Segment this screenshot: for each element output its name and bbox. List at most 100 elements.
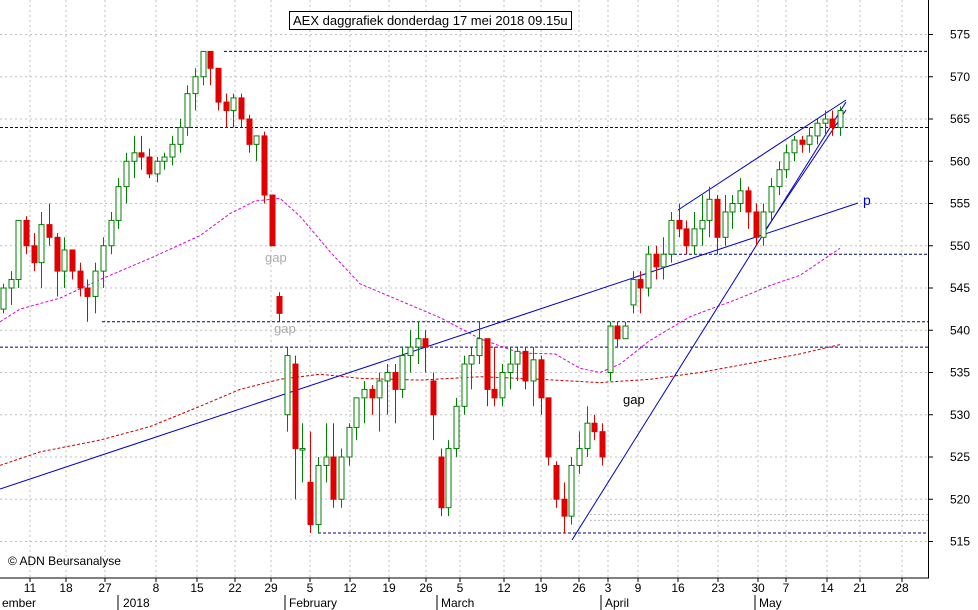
candle <box>438 448 445 517</box>
candle <box>768 178 775 221</box>
candle-body <box>177 126 184 145</box>
candle-body <box>161 156 168 162</box>
candle-body <box>54 236 61 272</box>
candle-body <box>215 67 222 103</box>
annotation-gap-2: gap <box>274 321 296 336</box>
candle <box>376 372 383 432</box>
candle-body <box>691 228 698 247</box>
candle-body <box>353 397 360 428</box>
candle-body <box>31 245 38 264</box>
candle <box>276 292 283 322</box>
candle-body <box>369 388 376 399</box>
candle-body <box>292 363 299 450</box>
candle-body <box>422 338 429 348</box>
candle-body <box>438 456 445 509</box>
moving-average-line <box>0 344 841 466</box>
candle-body <box>514 350 521 365</box>
x-tick-label: 30 <box>751 581 765 595</box>
candle <box>346 423 353 466</box>
candle <box>714 195 721 255</box>
candle <box>645 245 652 297</box>
candle <box>23 216 30 255</box>
y-tick-label: 555 <box>950 197 970 211</box>
x-tick-label: 18 <box>59 581 73 595</box>
y-tick-label: 535 <box>950 366 970 380</box>
candle <box>545 397 552 466</box>
x-tick-label: 21 <box>853 581 867 595</box>
candle <box>499 364 506 407</box>
candle-body <box>806 135 813 145</box>
candle <box>553 461 560 508</box>
candle <box>292 355 299 500</box>
candle-body <box>338 456 345 500</box>
candle-body <box>146 156 153 175</box>
candle <box>146 148 153 179</box>
moving-averages <box>0 197 841 466</box>
candle-body <box>246 118 253 145</box>
candle <box>722 195 729 246</box>
candle <box>92 262 99 314</box>
candle <box>776 161 783 196</box>
candle <box>422 330 429 373</box>
candle-body <box>461 363 468 407</box>
candle <box>192 68 199 111</box>
candle <box>84 279 91 322</box>
trend-line <box>761 109 847 236</box>
x-tick-label: 14 <box>820 581 834 595</box>
candle <box>338 448 345 508</box>
candle <box>115 178 122 229</box>
candle-body <box>307 481 314 526</box>
candle-body <box>415 338 422 348</box>
candle <box>737 178 744 212</box>
candle <box>468 347 475 390</box>
candle <box>238 93 245 128</box>
x-tick-label: 22 <box>228 581 242 595</box>
candle <box>476 321 483 365</box>
x-tick-label: 16 <box>671 581 685 595</box>
candle <box>0 283 7 314</box>
candle <box>507 347 514 390</box>
x-tick-label: 26 <box>419 581 433 595</box>
candle-body <box>376 380 383 399</box>
candle <box>315 457 322 534</box>
candle <box>568 457 575 525</box>
candle-body <box>722 211 729 238</box>
candle <box>607 321 614 381</box>
candle <box>806 127 813 153</box>
y-tick-label: 565 <box>950 112 970 126</box>
candle <box>445 440 452 517</box>
candle <box>100 237 107 288</box>
candle-body <box>38 224 45 264</box>
candle-body <box>131 152 138 162</box>
candle-body <box>108 219 115 247</box>
candle-body <box>200 50 207 78</box>
x-month-label: March <box>441 596 474 610</box>
candle-body <box>330 456 337 500</box>
candle-body <box>468 355 475 365</box>
candle-body <box>253 135 260 145</box>
annotation-p: p <box>863 192 871 208</box>
candle <box>31 233 38 272</box>
candle-body <box>476 338 483 357</box>
candle <box>814 119 821 145</box>
x-tick-label: 15 <box>190 581 204 595</box>
candle <box>223 93 230 128</box>
candle <box>207 50 214 86</box>
candle <box>69 249 76 280</box>
candle-body <box>61 249 68 272</box>
candle <box>384 364 391 415</box>
candle <box>177 119 184 153</box>
x-tick-label: 5 <box>307 581 314 595</box>
candle <box>660 237 667 280</box>
candle-body <box>192 76 199 95</box>
y-tick-label: 540 <box>950 323 970 337</box>
candle-body <box>407 346 414 357</box>
candle-body <box>706 198 713 221</box>
candle <box>522 347 529 390</box>
y-tick-label: 560 <box>950 154 970 168</box>
candle-body <box>699 219 706 230</box>
x-month-label: February <box>289 596 337 610</box>
candle-body <box>261 135 268 196</box>
candle <box>54 233 61 297</box>
candle-body <box>491 388 498 399</box>
